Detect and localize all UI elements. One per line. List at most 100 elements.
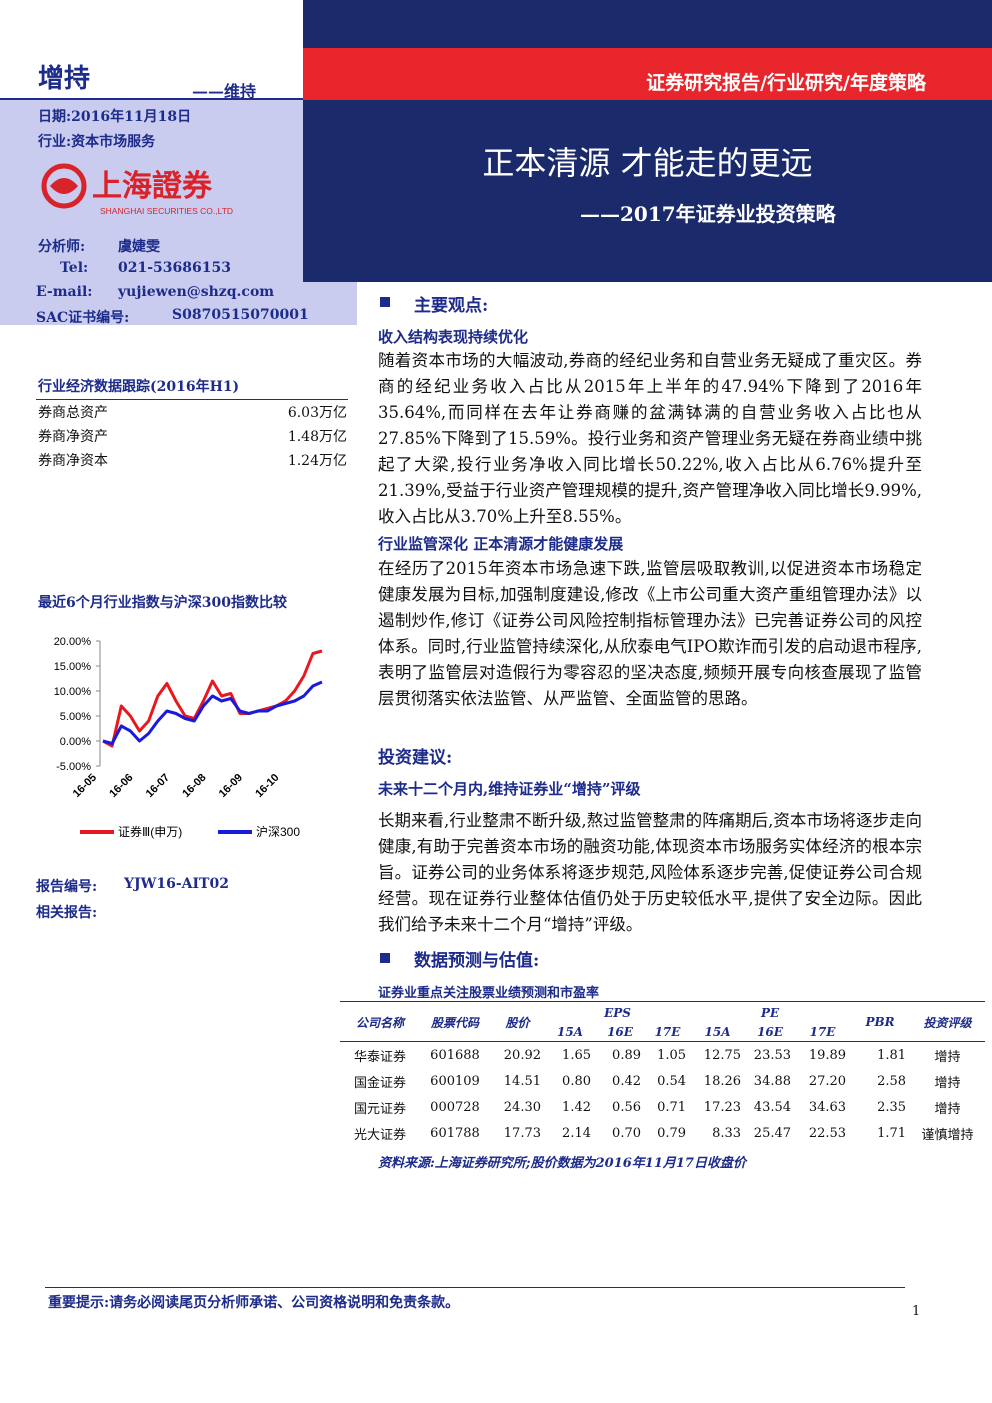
table-cell: 14.51 bbox=[503, 1073, 541, 1089]
x-tick-label: 16-10 bbox=[253, 772, 281, 800]
table-cell: 34.88 bbox=[753, 1073, 792, 1089]
header-cell: 16E bbox=[607, 1024, 633, 1039]
row-value: 6.03万亿 bbox=[287, 405, 347, 421]
report-number: YJW16-AIT02 bbox=[124, 876, 229, 892]
table-cell: 1.81 bbox=[877, 1047, 907, 1063]
x-tick-label: 16-06 bbox=[107, 772, 135, 800]
bullet bbox=[380, 297, 390, 307]
table-cell: 国金证券 bbox=[353, 1075, 406, 1091]
rule bbox=[0, 98, 303, 100]
email: yujiewen@shzq.com bbox=[118, 284, 275, 300]
table-cell: 增持 bbox=[934, 1075, 961, 1091]
table-row: 光大证券 601788 17.73 2.14 0.70 0.79 8.33 25.47 22.5… bbox=[340, 1120, 985, 1146]
table-row: 国金证券 600109 14.51 0.80 0.42 0.54 18.26 34.88 27.… bbox=[340, 1068, 985, 1094]
table-body: 华泰证券 601688 20.92 1.65 0.89 1.05 12.75 23.53 19.… bbox=[340, 1042, 985, 1147]
sac-label: SAC证书编号: bbox=[36, 310, 130, 326]
table-cell: 17.23 bbox=[703, 1099, 742, 1115]
bullet bbox=[380, 953, 390, 963]
row-value: 1.24万亿 bbox=[287, 453, 347, 469]
y-tick-label: -5.00% bbox=[56, 761, 91, 773]
table-cell: 000728 bbox=[430, 1099, 480, 1115]
sac: S0870515070001 bbox=[172, 307, 309, 323]
rule bbox=[36, 399, 348, 400]
report-number-label: 报告编号: bbox=[36, 879, 98, 895]
logo-mark bbox=[50, 178, 78, 194]
industry: 行业:资本市场服务 bbox=[38, 134, 156, 150]
table-cell: 24.30 bbox=[503, 1099, 541, 1115]
series-line bbox=[102, 680, 323, 745]
date: 日期:2016年11月18日 bbox=[38, 109, 192, 125]
report-type: 证券研究报告/行业研究/年度策略 bbox=[646, 72, 926, 94]
paragraph: 在经历了2015年资本市场急速下跌,监管层吸取教训,以促进资本市场稳定健康发展为… bbox=[378, 559, 922, 708]
rating-prev: ——维持 bbox=[192, 82, 257, 101]
table-cell: 0.54 bbox=[657, 1073, 687, 1089]
table-cell: 1.71 bbox=[877, 1125, 907, 1141]
footer-notice: 重要提示:请务必阅读尾页分析师承诺、公司资格说明和免责条款。 bbox=[48, 1295, 460, 1311]
logo-text: 上海證券 bbox=[92, 169, 213, 204]
table-cell: 601788 bbox=[430, 1125, 480, 1141]
table-cell: 17.73 bbox=[503, 1125, 541, 1141]
table-cell: 1.05 bbox=[657, 1047, 687, 1063]
table-cell: 25.47 bbox=[753, 1125, 792, 1141]
table-cell: 0.70 bbox=[612, 1125, 641, 1141]
table-cell: 2.14 bbox=[562, 1125, 591, 1141]
x-tick-label: 16-08 bbox=[180, 772, 208, 800]
rating: 增持 bbox=[38, 64, 91, 94]
header-cell: 16E bbox=[757, 1024, 783, 1039]
header-cell: PE bbox=[760, 1005, 780, 1020]
header-cell: PBR bbox=[865, 1015, 895, 1029]
table-cell: 增持 bbox=[934, 1049, 961, 1065]
logo: 上海證券 SHANGHAI SECURITIES CO.,LTD bbox=[41, 163, 233, 216]
table-cell: 20.92 bbox=[503, 1047, 541, 1063]
title-band bbox=[303, 100, 992, 282]
table-cell: 19.89 bbox=[808, 1047, 847, 1063]
table-cell: 0.89 bbox=[612, 1047, 641, 1063]
top-band bbox=[303, 0, 992, 48]
table-source: 资料来源:上海证券研究所;股价数据为2016年11月17日收盘价 bbox=[378, 1156, 746, 1171]
x-tick-label: 16-09 bbox=[217, 772, 245, 800]
header-row: 15A 16E 17E 15A 16E 17E bbox=[340, 1022, 986, 1042]
rule bbox=[45, 1287, 905, 1288]
subheading: 收入结构表现持续优化 bbox=[378, 328, 529, 346]
table-cell: 0.79 bbox=[657, 1125, 687, 1141]
subheading: 行业监管深化 正本清源才能健康发展 bbox=[378, 535, 624, 553]
table-cell: 601688 bbox=[430, 1047, 480, 1063]
y-tick-label: 0.00% bbox=[60, 736, 91, 748]
header-cell: 公司名称 bbox=[355, 1015, 404, 1030]
paragraph: 随着资本市场的大幅波动,券商的经纪业务和自营业务无疑成了重灾区。券商的经纪业务收… bbox=[378, 351, 922, 526]
table-cell: 18.26 bbox=[703, 1073, 742, 1089]
header-cell: 17E bbox=[654, 1024, 681, 1039]
header-cell: 15A bbox=[704, 1024, 731, 1039]
table-cell: 0.71 bbox=[657, 1099, 687, 1115]
info-box bbox=[0, 100, 303, 325]
table-cell: 600109 bbox=[430, 1073, 480, 1089]
x-tick-label: 16-07 bbox=[144, 772, 172, 800]
table-cell: 2.58 bbox=[877, 1073, 907, 1089]
row-value: 1.48万亿 bbox=[287, 429, 347, 445]
tel-label: Tel: bbox=[60, 260, 89, 276]
heading: 数据预测与估值: bbox=[414, 951, 540, 971]
table-cell: 27.20 bbox=[808, 1073, 847, 1089]
analyst: 虞婕雯 bbox=[118, 239, 160, 255]
table-cell: 谨慎增持 bbox=[921, 1127, 974, 1143]
table-cell: 43.54 bbox=[753, 1099, 792, 1115]
info-box-tail bbox=[303, 282, 357, 325]
y-tick-label: 20.00% bbox=[54, 636, 92, 648]
table-cell: 1.42 bbox=[562, 1099, 591, 1115]
legend-label: 沪深300 bbox=[256, 825, 300, 839]
table-cell: 23.53 bbox=[753, 1047, 792, 1063]
y-tick-label: 15.00% bbox=[54, 661, 92, 673]
table-head: 公司名称 股票代码 股价 EPS PE PBR 投资评级 15A 16E 17E 15A 16E 17E bbox=[340, 1003, 986, 1042]
header-cell: 股价 bbox=[505, 1015, 530, 1030]
table-row: 华泰证券 601688 20.92 1.65 0.89 1.05 12.75 23.53 19.… bbox=[340, 1042, 985, 1069]
header-cell: EPS bbox=[604, 1005, 631, 1020]
header-row: 公司名称 股票代码 股价 EPS PE PBR 投资评级 bbox=[340, 1003, 985, 1030]
related-label: 相关报告: bbox=[36, 905, 98, 921]
table-cell: 2.35 bbox=[877, 1099, 907, 1115]
red-band bbox=[303, 48, 992, 100]
heading: 主要观点: bbox=[414, 296, 489, 316]
page-number: 1 bbox=[912, 1304, 921, 1319]
report-subtitle: ——2017年证券业投资策略 bbox=[580, 202, 836, 226]
table-cell: 光大证券 bbox=[353, 1127, 406, 1143]
